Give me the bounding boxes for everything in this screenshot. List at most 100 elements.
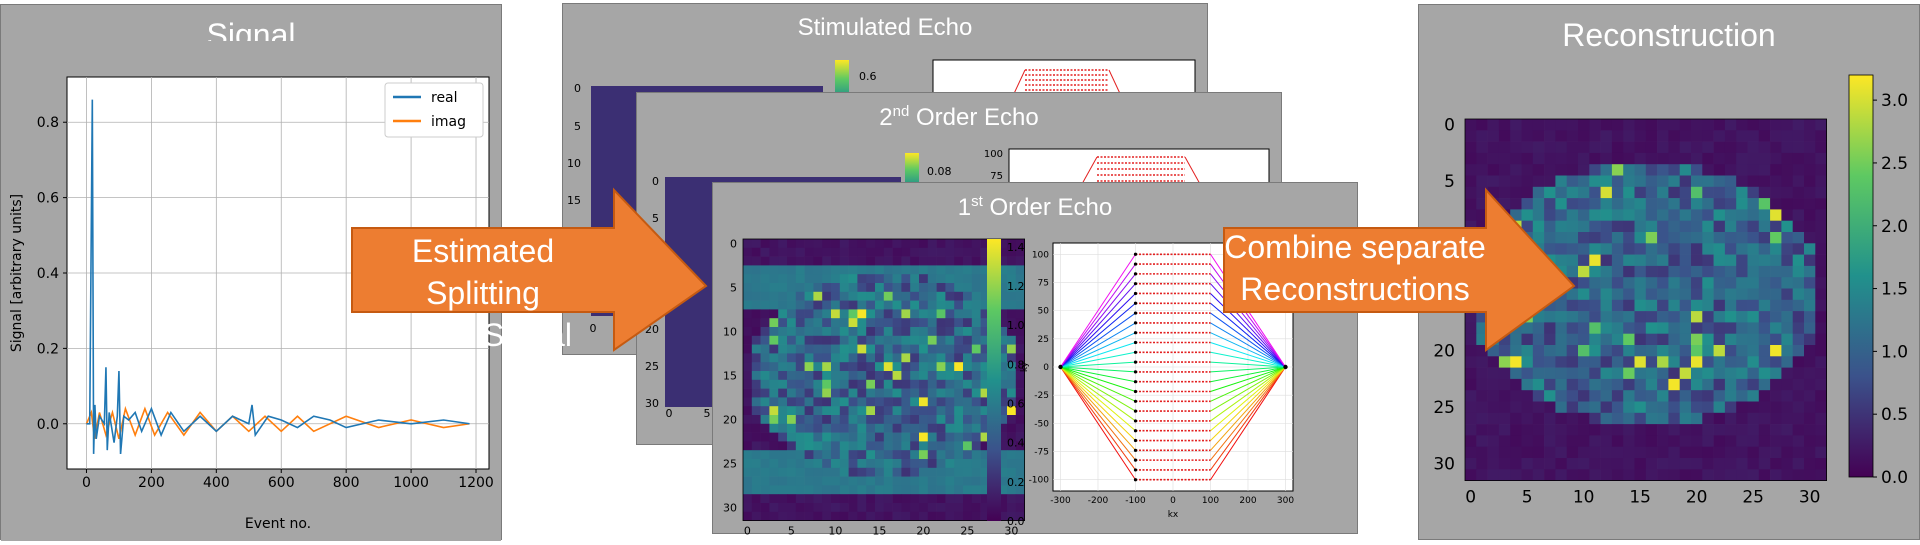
signal-x-tick: 400 (203, 475, 230, 491)
arrow1-label: Estimated Splitting of the Signal (352, 230, 614, 356)
signal-x-tick: 800 (333, 475, 360, 491)
signal-x-axis-label: Event no. (245, 516, 311, 532)
first-colorbar-tick: 1.2 (1007, 280, 1025, 293)
reconstruction-colorbar-tick: 2.0 (1881, 217, 1908, 237)
arrow2-label: Combine separate Reconstructions (1224, 226, 1486, 310)
stim-cbar-top: 0.6 (859, 70, 877, 83)
kspace-y-tick: 25 (1038, 335, 1049, 345)
reconstruction-x-tick: 30 (1799, 488, 1821, 508)
arrow2-line1: Combine separate (1224, 229, 1486, 265)
first-image-y-tick: 20 (723, 413, 737, 426)
signal-x-tick: 600 (268, 475, 295, 491)
first-title-text: Order Echo (982, 194, 1113, 221)
first-image-y-tick: 30 (723, 501, 737, 514)
legend-real: real (431, 90, 458, 106)
reconstruction-colorbar (1848, 74, 1874, 478)
signal-x-tick: 200 (138, 475, 165, 491)
reconstruction-colorbar-tick: 3.0 (1881, 91, 1908, 111)
reconstruction-panel-title: Reconstruction (1562, 17, 1776, 53)
first-order-echo-figure: 0 0 5 5 10 10 15 15 20 20 25 25 30 30 0.0 0.2 0.4 0.6 0.8… (723, 237, 1294, 535)
second-xtick-5: 5 (704, 407, 711, 420)
second-y-tick: 0 (652, 175, 659, 188)
kspace-y-tick: 50 (1038, 307, 1050, 317)
reconstruction-colorbar-tick: 1.0 (1881, 342, 1908, 362)
kspace-x-tick: 0 (1170, 496, 1176, 506)
first-colorbar-tick: 1.4 (1007, 241, 1025, 254)
stim-ytick-0: 0 (574, 82, 581, 95)
reconstruction-image (1464, 118, 1828, 482)
first-order-echo-image (742, 238, 1026, 522)
reconstruction-x-tick: 0 (1465, 488, 1476, 508)
kspace-x-tick: -200 (1088, 496, 1109, 506)
reconstruction-colorbar-tick: 1.5 (1881, 280, 1908, 300)
kspace-x-tick: -300 (1050, 496, 1071, 506)
reconstruction-x-tick: 25 (1742, 488, 1764, 508)
stim-ytick-15: 15 (567, 194, 581, 207)
second-title-number: 2 (879, 104, 893, 131)
reconstruction-colorbar-tick: 0.5 (1881, 405, 1908, 425)
reconstruction-y-tick: 30 (1433, 455, 1455, 475)
signal-legend: real imag (384, 82, 484, 138)
first-image-x-tick: 5 (788, 525, 795, 535)
arrow-combine-reconstructions (1223, 187, 1576, 352)
first-image-y-tick: 25 (723, 457, 737, 470)
first-image-x-tick: 25 (960, 525, 974, 535)
signal-x-tick: 1000 (393, 475, 429, 491)
stim-ytick-5: 5 (574, 120, 581, 133)
kspace-y-label: ky (1020, 361, 1030, 372)
signal-y-tick: 0.0 (37, 417, 59, 433)
first-colorbar-tick: 0.0 (1007, 515, 1025, 528)
first-image-y-tick: 0 (730, 237, 737, 250)
first-image-y-tick: 5 (730, 281, 737, 294)
first-image-x-tick: 0 (744, 525, 751, 535)
stim-ytick-10: 10 (567, 157, 581, 170)
signal-y-axis-label: Signal [arbitrary units] (9, 194, 25, 352)
first-image-y-tick: 15 (723, 369, 737, 382)
second-ky-tick-75: 75 (990, 171, 1003, 182)
first-colorbar-tick: 0.6 (1007, 398, 1025, 411)
kspace-x-tick: 300 (1277, 496, 1294, 506)
arrow-estimated-splitting (351, 187, 708, 352)
reconstruction-x-tick: 20 (1686, 488, 1708, 508)
second-xtick-0: 0 (666, 407, 673, 420)
signal-x-tick: 0 (82, 475, 91, 491)
reconstruction-x-tick: 5 (1522, 488, 1533, 508)
first-order-echo-panel: 1st Order Echo 0 0 5 5 10 10 15 15 20 20 25 25 30 30 … (712, 182, 1358, 535)
stimulated-echo-title: Stimulated Echo (797, 14, 973, 41)
reconstruction-y-tick: 0 (1444, 116, 1455, 136)
reconstruction-y-tick: 20 (1433, 342, 1455, 362)
first-image-x-tick: 20 (916, 525, 930, 535)
kspace-y-tick: 100 (1032, 250, 1049, 260)
kspace-y-tick: -50 (1034, 419, 1049, 429)
kspace-y-tick: -100 (1029, 476, 1050, 486)
first-image-x-tick: 10 (828, 525, 842, 535)
first-image-x-tick: 15 (872, 525, 886, 535)
first-title-suffix: st (971, 193, 983, 210)
first-image-y-tick: 10 (723, 325, 737, 338)
kspace-y-tick: 75 (1038, 278, 1049, 288)
second-y-tick: 25 (645, 360, 659, 373)
reconstruction-colorbar-tick: 0.0 (1881, 468, 1908, 488)
reconstruction-y-tick: 5 (1444, 172, 1455, 192)
kspace-x-tick: 200 (1239, 496, 1256, 506)
reconstruction-colorbar-tick: 2.5 (1881, 154, 1908, 174)
first-colorbar-tick: 0.4 (1007, 437, 1025, 450)
signal-y-tick: 0.6 (37, 191, 59, 207)
first-colorbar-tick: 0.2 (1007, 476, 1025, 489)
kspace-y-tick: 0 (1043, 363, 1049, 373)
second-order-echo-title: 2nd Order Echo (637, 103, 1281, 132)
second-title-text: Order Echo (909, 104, 1039, 131)
signal-series-real (86, 99, 470, 454)
first-title-number: 1 (957, 194, 972, 221)
first-colorbar (987, 239, 1001, 521)
first-order-echo-title: 1st Order Echo (713, 193, 1357, 222)
reconstruction-x-tick: 10 (1573, 488, 1595, 508)
kspace-x-tick: -100 (1125, 496, 1146, 506)
reconstruction-x-tick: 15 (1629, 488, 1651, 508)
stim-xtick-0: 0 (590, 322, 597, 335)
arrow1-line2: of the Signal (394, 317, 572, 353)
second-title-suffix: nd (892, 103, 910, 120)
signal-y-tick: 0.2 (37, 341, 59, 357)
kspace-x-tick: 100 (1202, 496, 1219, 506)
